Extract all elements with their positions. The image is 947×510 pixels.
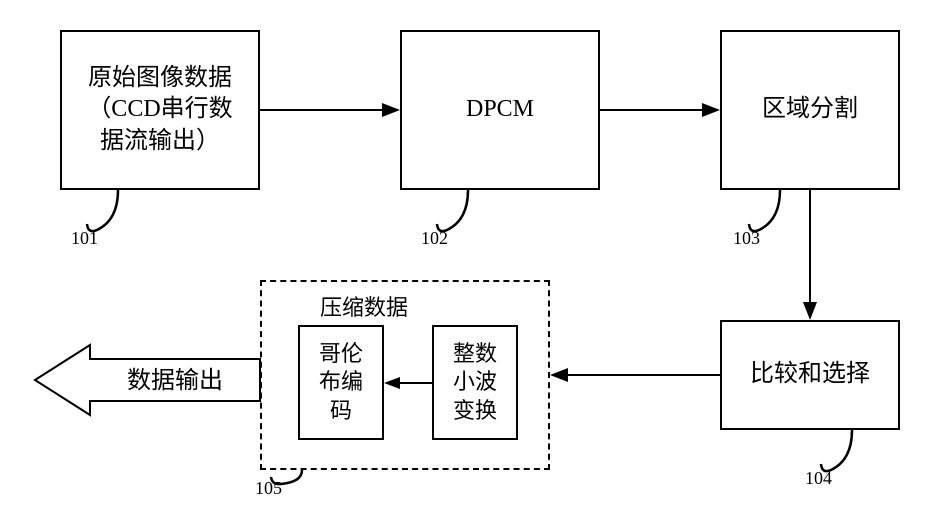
node-golomb-label: 哥伦 布编 码 [315,336,367,430]
ref-101: 101 [71,228,98,249]
arrow-104-iwt [550,365,720,385]
node-dpcm: DPCM [400,30,600,190]
arrow-102-103 [600,100,720,120]
compression-title: 压缩数据 [320,290,408,322]
node-iwt: 整数 小波 变换 [432,325,518,440]
node-dpcm-label: DPCM [462,90,538,129]
node-compare-select: 比较和选择 [720,320,900,430]
arrow-103-104 [800,190,820,320]
node-raw-image: 原始图像数据 （CCD串行数 据流输出） [60,30,260,190]
arrow-101-102 [260,100,400,120]
ref-103: 103 [733,228,760,249]
ref-105: 105 [255,478,282,499]
big-output-arrow-label: 数据输出 [95,360,255,395]
node-region-split-label: 区域分割 [758,90,862,129]
node-golomb: 哥伦 布编 码 [298,325,384,440]
node-region-split: 区域分割 [720,30,900,190]
node-compare-select-label: 比较和选择 [746,355,874,394]
node-raw-image-label: 原始图像数据 （CCD串行数 据流输出） [83,59,236,161]
node-iwt-label: 整数 小波 变换 [449,336,501,430]
ref-102: 102 [421,228,448,249]
ref-104: 104 [805,468,832,489]
arrow-iwt-golomb [384,373,432,393]
